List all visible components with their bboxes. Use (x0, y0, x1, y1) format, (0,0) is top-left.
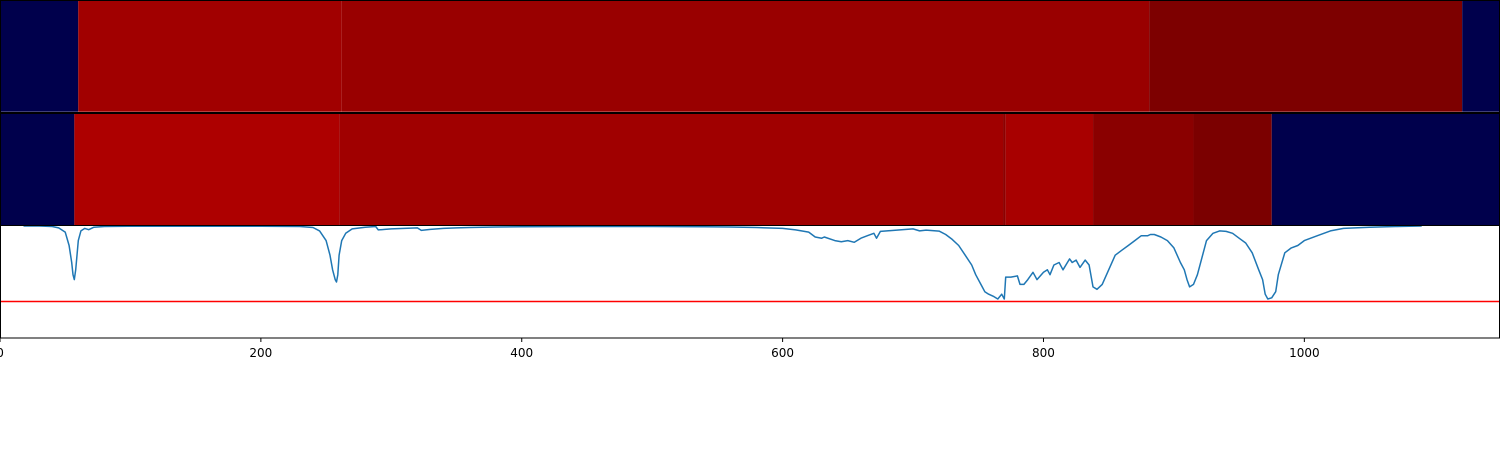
heatmap-middle-segment-0 (0, 113, 75, 226)
heatmap-middle-segment-6 (1193, 113, 1272, 226)
heatmap-middle-segment-2 (339, 113, 1004, 226)
x-tick-label: 0 (0, 346, 4, 360)
heatmap-middle-segment-4 (1005, 113, 1094, 226)
spectrum-line-0 (23, 225, 1422, 300)
heatmap-top-segment-3 (1149, 0, 1463, 112)
heatmap-top-segment-2 (341, 0, 1150, 112)
x-tick-label: 1000 (1289, 346, 1320, 360)
x-tick-label: 400 (510, 346, 533, 360)
x-tick-label: 200 (249, 346, 272, 360)
heatmap-middle (0, 113, 1500, 226)
heatmap-top-segment-0 (0, 0, 79, 112)
heatmap-middle-segment-3 (1003, 113, 1006, 226)
heatmap-top (0, 0, 1500, 112)
heatmap-middle-segment-1 (74, 113, 340, 226)
line-plot (0, 225, 1500, 303)
heatmap-top-segment-1 (78, 0, 342, 112)
heatmap-top-segment-4 (1462, 0, 1500, 112)
x-tick-label: 800 (1032, 346, 1055, 360)
line-panel-background (0, 226, 1500, 338)
x-tick-label: 600 (771, 346, 794, 360)
x-axis: 0 200 400 600 800 1000 (0, 338, 1320, 360)
heatmap-middle-segment-5 (1093, 113, 1194, 226)
heatmap-middle-segment-7 (1271, 113, 1500, 226)
